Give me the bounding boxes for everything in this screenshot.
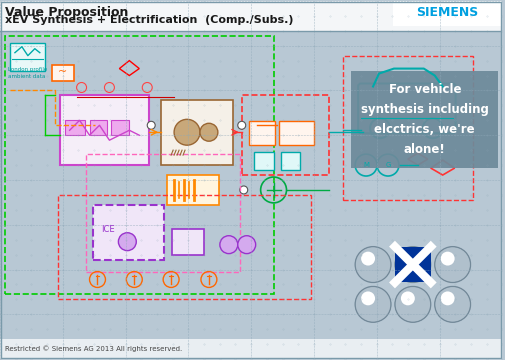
Bar: [5, 36, 274, 294]
Circle shape: [118, 233, 136, 251]
Text: xEV Synthesis + Electrification  (Comp./Subs.): xEV Synthesis + Electrification (Comp./S…: [5, 15, 293, 25]
Text: London profile: London profile: [8, 67, 47, 72]
Bar: [60, 95, 149, 165]
Bar: [167, 175, 219, 205]
Circle shape: [395, 247, 431, 283]
Bar: [248, 121, 275, 145]
Text: ICE: ICE: [100, 225, 114, 234]
Circle shape: [361, 252, 375, 266]
Circle shape: [441, 292, 454, 305]
Bar: [172, 229, 204, 255]
Circle shape: [238, 236, 256, 253]
Bar: [0, 1, 502, 31]
Bar: [161, 100, 233, 165]
Text: For vehicle
synthesis including
elcctrics, we're
alone!: For vehicle synthesis including elcctric…: [361, 83, 489, 156]
Circle shape: [147, 121, 155, 129]
Text: ~: ~: [58, 67, 67, 77]
Circle shape: [401, 292, 415, 305]
Bar: [92, 205, 164, 260]
Bar: [65, 120, 84, 135]
Text: G: G: [385, 162, 391, 168]
Bar: [89, 120, 108, 135]
Circle shape: [441, 252, 454, 266]
Circle shape: [220, 236, 238, 253]
Circle shape: [435, 247, 471, 283]
Bar: [395, 247, 431, 283]
Circle shape: [238, 121, 246, 129]
Circle shape: [174, 119, 200, 145]
Bar: [279, 121, 315, 145]
Bar: [254, 152, 274, 170]
Bar: [0, 339, 502, 359]
Circle shape: [355, 247, 391, 283]
Circle shape: [355, 287, 391, 322]
Circle shape: [200, 123, 218, 141]
Text: Restricted © Siemens AG 2013 All rights reserved.: Restricted © Siemens AG 2013 All rights …: [5, 346, 182, 352]
Text: SIEMENS: SIEMENS: [417, 6, 479, 19]
Bar: [351, 71, 498, 168]
Bar: [112, 120, 129, 135]
Bar: [281, 152, 300, 170]
Bar: [393, 1, 502, 26]
Circle shape: [435, 287, 471, 322]
Circle shape: [395, 287, 431, 322]
Bar: [10, 43, 45, 71]
Circle shape: [361, 292, 375, 305]
Bar: [85, 154, 240, 271]
Text: Value Proposition: Value Proposition: [5, 6, 128, 19]
Text: M: M: [363, 162, 369, 168]
Circle shape: [240, 186, 248, 194]
Bar: [242, 95, 329, 175]
Bar: [343, 56, 473, 200]
Circle shape: [182, 233, 200, 251]
Bar: [52, 64, 74, 81]
Circle shape: [401, 252, 415, 266]
Bar: [58, 195, 312, 300]
Text: ambient data: ambient data: [8, 73, 45, 78]
